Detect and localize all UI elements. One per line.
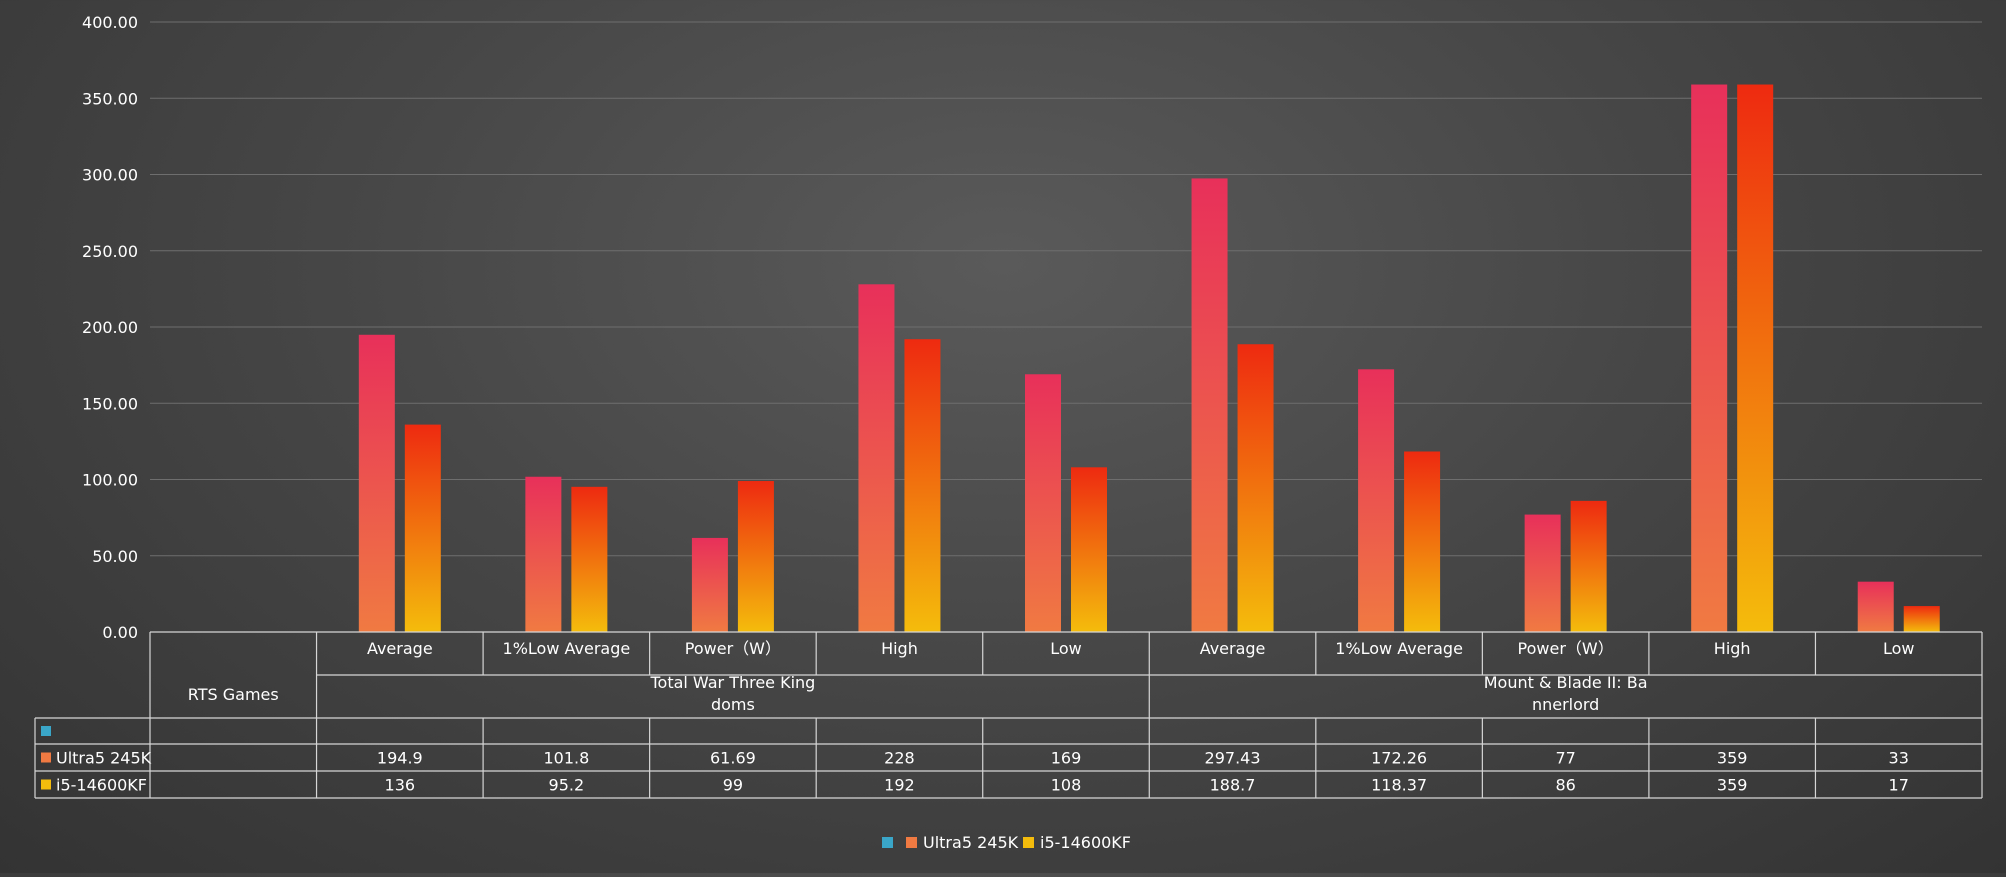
bar-series-1-cat-10 [1857,581,1894,632]
y-tick-label: 50.00 [92,547,138,566]
category-label: 1%Low Average [1335,639,1463,658]
data-label: 194.9 [377,749,423,768]
bar-series-2-cat-5 [1071,467,1107,632]
data-label: 172.26 [1371,749,1427,768]
data-label: 108 [1051,776,1082,795]
bar-series-1-cat-7 [1358,369,1395,632]
legend-label: Ultra5 245K [923,833,1019,852]
bar-series-1-cat-8 [1524,514,1561,632]
bar-series-2-cat-8 [1570,500,1607,632]
data-label: 192 [884,776,915,795]
data-label: 86 [1555,776,1575,795]
bar-series-1-cat-6 [1191,178,1228,632]
data-label: 17 [1889,776,1909,795]
gridlines [150,21,1982,557]
data-label: 101.8 [543,749,589,768]
category-label: Power（W） [685,639,781,658]
data-label: 359 [1717,776,1748,795]
bar-series-1-cat-2 [525,476,562,632]
bar-series-1-cat-4 [858,284,895,632]
data-label: 359 [1717,749,1748,768]
data-label: 188.7 [1210,776,1256,795]
bar-series-1-cat-5 [1025,374,1061,632]
data-label: 77 [1555,749,1575,768]
bar-series-2-cat-7 [1404,451,1441,632]
bar-series-2-cat-3 [737,481,774,632]
y-tick-label: 250.00 [82,242,138,261]
y-tick-label: 300.00 [82,166,138,185]
data-label: 33 [1889,749,1909,768]
group-label: Mount & Blade II: Ba [1484,673,1648,692]
group-label: doms [711,695,755,714]
bar-series-2-cat-1 [404,424,441,632]
y-tick-label: 350.00 [82,89,138,108]
data-label: 297.43 [1205,749,1261,768]
bars [358,84,1940,632]
data-label: 95.2 [549,776,585,795]
table-series-name: Ultra5 245K [56,749,152,768]
bar-series-1-cat-1 [358,334,395,632]
table-swatch-series-2 [41,779,51,790]
y-tick-label: 200.00 [82,318,138,337]
legend-swatch-2 [1023,837,1034,848]
bar-series-2-cat-4 [904,339,941,632]
legend: Ultra5 245K i5-14600KF [882,833,1131,852]
legend-swatch-0 [882,837,893,848]
y-tick-label: 0.00 [102,623,138,642]
table-swatch-series-0 [41,726,51,736]
y-tick-label: 150.00 [82,394,138,413]
table-series-name: i5-14600KF [56,776,147,795]
category-label: Low [1883,639,1915,658]
category-label: Low [1050,639,1082,658]
bar-series-2-cat-6 [1237,344,1274,632]
table-category-header: RTS Games [188,685,279,704]
category-label: Average [1200,639,1266,658]
bar-series-2-cat-10 [1903,606,1940,632]
legend-label: i5-14600KF [1040,833,1131,852]
data-table: Average 1%Low Average Power（W） High Low Avera… [34,631,1983,799]
data-label: 136 [385,776,416,795]
table-swatch-series-1 [41,752,51,763]
y-axis-ticks: 0.00 50.00 100.00 150.00 200.00 250.00 300.00 3… [82,13,138,642]
y-tick-label: 400.00 [82,13,138,32]
bar-series-1-cat-3 [691,537,728,632]
group-label: nnerlord [1532,695,1599,714]
category-label: High [1714,639,1751,658]
bar-series-2-cat-9 [1737,84,1774,632]
data-label: 99 [723,776,743,795]
category-label: 1%Low Average [503,639,631,658]
category-label: High [881,639,918,658]
category-label: Power（W） [1518,639,1614,658]
legend-swatch-1 [906,837,917,848]
category-label: Average [367,639,433,658]
group-label: Total War Three King [649,673,815,692]
bar-series-1-cat-9 [1691,84,1728,632]
data-label: 118.37 [1371,776,1427,795]
data-label: 61.69 [710,749,756,768]
bar-series-2-cat-2 [571,486,608,632]
data-label: 169 [1051,749,1082,768]
y-tick-label: 100.00 [82,471,138,490]
data-label: 228 [884,749,915,768]
